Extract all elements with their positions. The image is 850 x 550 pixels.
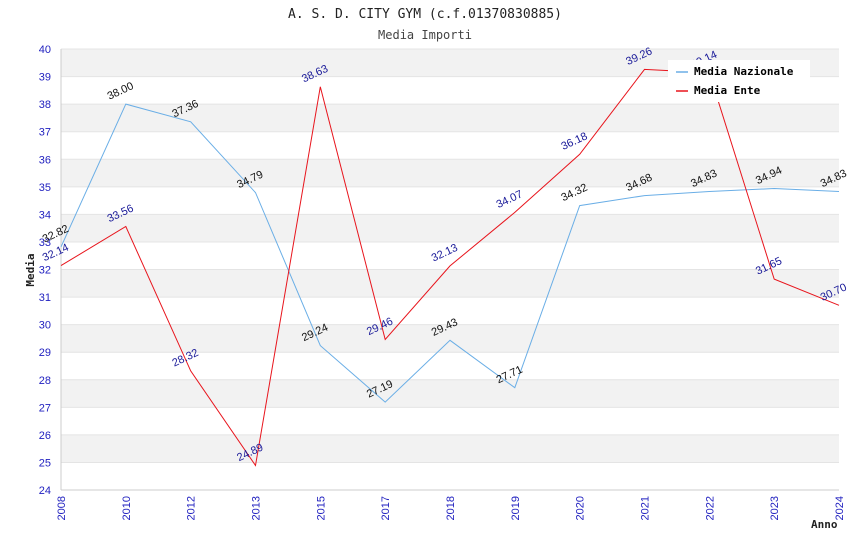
- x-axis-label: Anno: [811, 518, 838, 531]
- y-tick-label: 32: [39, 265, 51, 277]
- y-tick-label: 36: [39, 154, 51, 166]
- y-tick-label: 28: [39, 375, 51, 387]
- y-tick-label: 33: [39, 237, 51, 249]
- grid-band: [61, 324, 839, 353]
- grid-band: [61, 379, 839, 408]
- y-tick-label: 35: [39, 182, 51, 194]
- chart-subtitle: Media Importi: [378, 28, 472, 42]
- y-tick-label: 29: [39, 347, 51, 359]
- x-tick-label: 2013: [251, 496, 263, 520]
- y-axis-label: Media: [24, 253, 37, 286]
- x-tick-label: 2012: [186, 496, 198, 520]
- x-tick-label: 2021: [640, 496, 652, 520]
- grid-band: [61, 434, 839, 463]
- y-tick-label: 37: [39, 127, 51, 139]
- legend-box: [668, 60, 810, 102]
- plot-background-bands: [61, 49, 839, 463]
- legend: Media Nazionale Media Ente: [668, 60, 810, 102]
- y-tick-label: 26: [39, 430, 51, 442]
- chart-title: A. S. D. CITY GYM (c.f.01370830885): [288, 7, 562, 22]
- x-tick-label: 2022: [704, 496, 716, 520]
- y-tick-label: 31: [39, 292, 51, 304]
- y-tick-label: 39: [39, 72, 51, 84]
- legend-label-media-nazionale: Media Nazionale: [694, 65, 794, 78]
- x-tick-label: 2015: [315, 496, 327, 520]
- grid-band: [61, 159, 839, 187]
- y-tick-label: 34: [39, 209, 51, 221]
- y-tick-label: 40: [39, 44, 51, 56]
- y-tick-label: 30: [39, 320, 51, 332]
- x-tick-label: 2017: [380, 496, 392, 520]
- x-tick-label: 2023: [769, 496, 781, 520]
- x-tick-label: 2019: [510, 496, 522, 520]
- x-tick-label: 2020: [575, 496, 587, 520]
- x-tick-label: 2024: [834, 496, 846, 520]
- x-tick-label: 2008: [56, 496, 68, 520]
- x-tick-label: 2010: [121, 496, 133, 520]
- series-line-media-nazionale: [60, 103, 840, 403]
- grid-band: [61, 104, 839, 132]
- data-label: 38.00: [106, 80, 136, 103]
- data-label: 36.18: [559, 130, 589, 153]
- y-tick-label: 25: [39, 457, 51, 469]
- y-tick-label: 38: [39, 99, 51, 111]
- grid-band: [61, 269, 839, 298]
- y-tick-labels: 24 25 26 27 28 29 30 31 32 33 34 35 36 37 38 39 40: [39, 44, 51, 497]
- y-tick-label: 27: [39, 402, 51, 414]
- grid-band: [61, 214, 839, 242]
- legend-label-media-ente: Media Ente: [694, 84, 761, 97]
- x-tick-labels: 2008 2010 2012 2013 2015 2017 2018 2019 2020 2021…: [56, 496, 846, 520]
- x-tick-label: 2018: [445, 496, 457, 520]
- y-tick-label: 24: [39, 485, 51, 497]
